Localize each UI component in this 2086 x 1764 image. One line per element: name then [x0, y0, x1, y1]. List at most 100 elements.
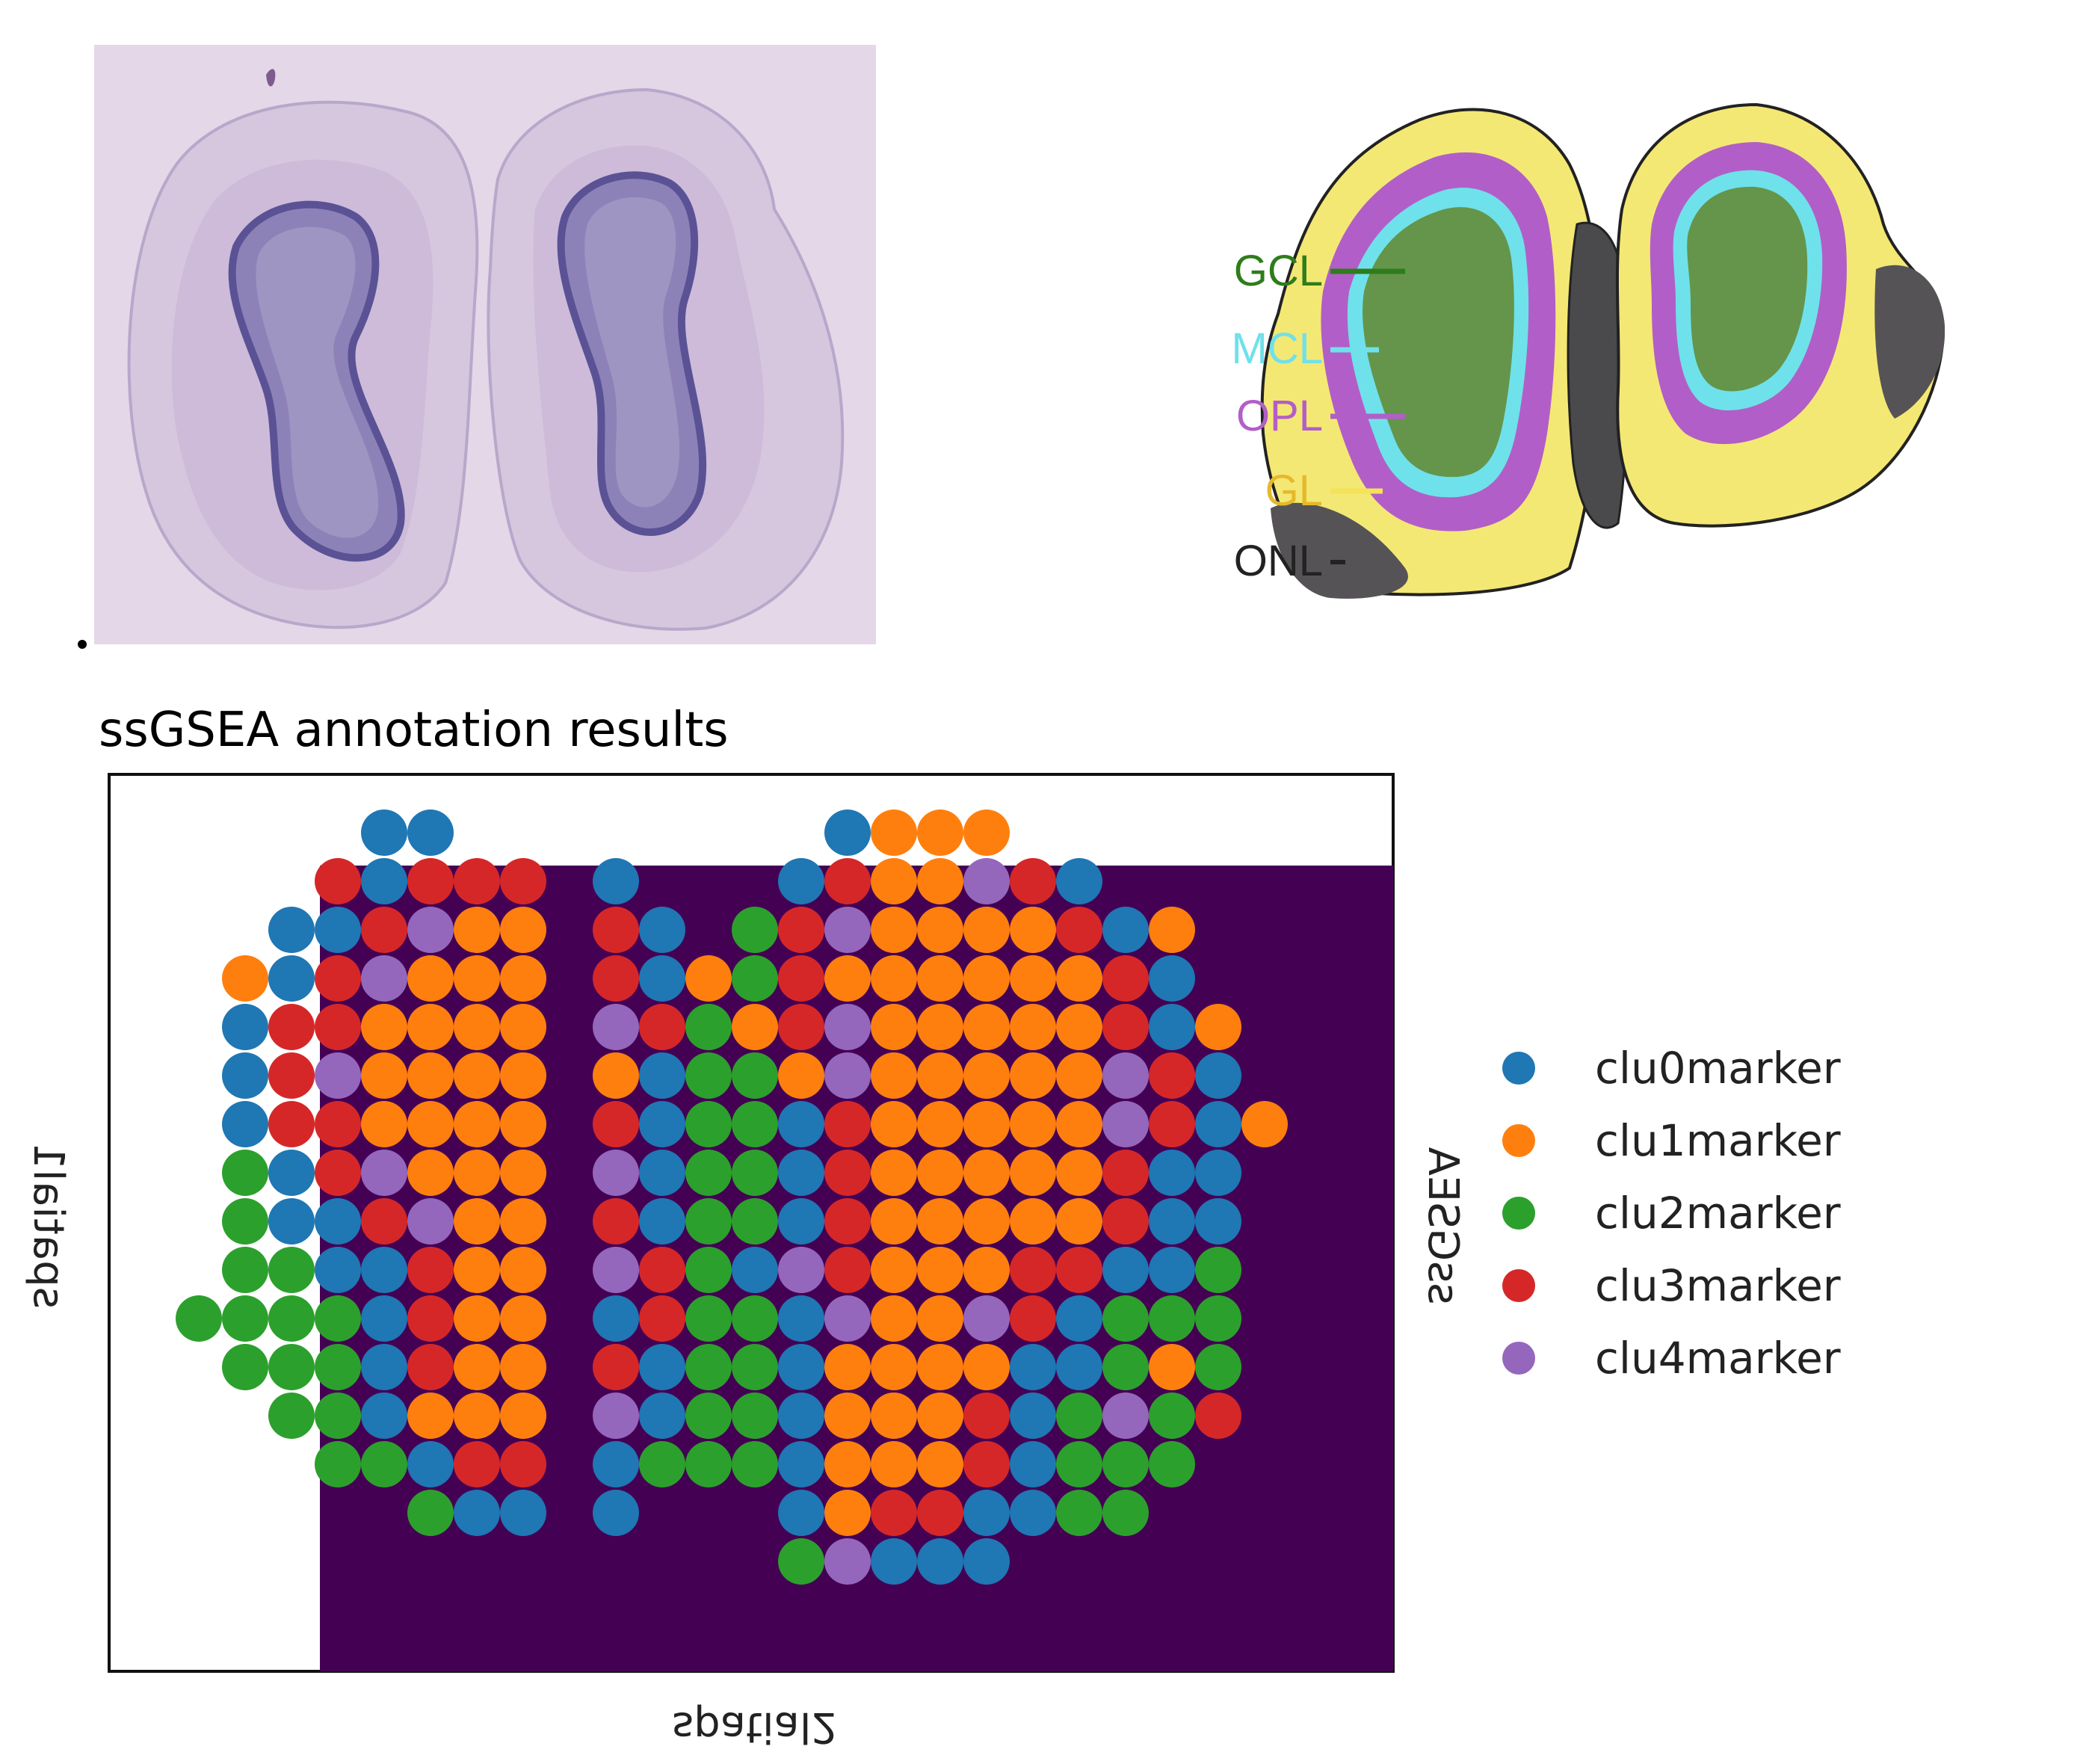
spot-clu1marker: [871, 1295, 917, 1342]
spot-clu1marker: [917, 1441, 963, 1487]
spot-clu2marker: [732, 1441, 778, 1487]
legend-label-clu0: clu0marker: [1595, 1042, 1841, 1094]
spot-clu2marker: [222, 1344, 268, 1390]
spot-clu1marker: [454, 1295, 500, 1342]
spot-clu1marker: [361, 1004, 407, 1050]
spot-clu1marker: [500, 1247, 546, 1293]
spot-clu1marker: [824, 1344, 871, 1390]
spot-clu1marker: [871, 1393, 917, 1439]
layer-label-gl: GL: [1265, 466, 1323, 515]
spot-clu0marker: [1056, 1295, 1102, 1342]
spot-clu1marker: [963, 955, 1010, 1002]
spot-clu1marker: [917, 1101, 963, 1147]
spot-clu1marker: [871, 1441, 917, 1487]
spot-clu1marker: [1241, 1101, 1288, 1147]
spot-clu4marker: [778, 1247, 824, 1293]
spot-clu0marker: [500, 1490, 546, 1536]
spot-clu2marker: [639, 1441, 685, 1487]
spot-clu3marker: [1102, 1150, 1149, 1196]
spot-clu2marker: [407, 1490, 454, 1536]
spot-clu2marker: [732, 1150, 778, 1196]
spot-clu1marker: [407, 955, 454, 1002]
spot-clu0marker: [778, 1393, 824, 1439]
spot-clu2marker: [1056, 1393, 1102, 1439]
spot-clu2marker: [732, 1295, 778, 1342]
spot-clu0marker: [1149, 1198, 1195, 1245]
spot-clu3marker: [824, 1198, 871, 1245]
spot-clu2marker: [1195, 1247, 1241, 1293]
spot-clu0marker: [407, 809, 454, 856]
spot-clu0marker: [407, 1441, 454, 1487]
spot-clu3marker: [778, 907, 824, 953]
spot-clu1marker: [871, 1344, 917, 1390]
spot-clu0marker: [361, 1344, 407, 1390]
spot-clu4marker: [1102, 1393, 1149, 1439]
spot-clu3marker: [268, 1052, 315, 1099]
spot-clu0marker: [268, 907, 315, 953]
spot-clu1marker: [407, 1150, 454, 1196]
spot-clu4marker: [361, 1150, 407, 1196]
spot-clu4marker: [1102, 1101, 1149, 1147]
spot-clu3marker: [593, 1101, 639, 1147]
right-lobe-gcl: [1687, 186, 1808, 392]
spot-clu0marker: [778, 858, 824, 904]
spot-clu1marker: [917, 955, 963, 1002]
spot-clu1marker: [963, 1247, 1010, 1293]
spot-clu1marker: [917, 1150, 963, 1196]
layer-label-mcl: MCL: [1232, 324, 1323, 373]
spot-clu0marker: [1056, 1344, 1102, 1390]
spot-clu3marker: [1010, 1295, 1056, 1342]
spot-clu0marker: [361, 1295, 407, 1342]
spot-clu3marker: [1102, 1004, 1149, 1050]
spot-clu0marker: [963, 1538, 1010, 1585]
spot-clu1marker: [871, 1004, 917, 1050]
spot-clu1marker: [500, 1004, 546, 1050]
spot-clu1marker: [871, 907, 917, 953]
spot-clu1marker: [1010, 1150, 1056, 1196]
spot-clu1marker: [871, 1150, 917, 1196]
spot-clu1marker: [1010, 1101, 1056, 1147]
spot-clu4marker: [824, 1052, 871, 1099]
spot-clu2marker: [222, 1295, 268, 1342]
spot-clu3marker: [778, 1004, 824, 1050]
spot-clu3marker: [407, 1295, 454, 1342]
spot-clu1marker: [1056, 1004, 1102, 1050]
spot-clu1marker: [917, 858, 963, 904]
spot-clu1marker: [917, 1052, 963, 1099]
spot-clu1marker: [871, 809, 917, 856]
spot-clu4marker: [824, 1538, 871, 1585]
spot-clu4marker: [824, 1004, 871, 1050]
spot-clu3marker: [1010, 858, 1056, 904]
spot-clu2marker: [685, 1004, 732, 1050]
spot-clu2marker: [315, 1295, 361, 1342]
spot-clu2marker: [268, 1295, 315, 1342]
spot-clu2marker: [222, 1247, 268, 1293]
legend-marker-clu1: [1502, 1123, 1535, 1157]
spot-clu2marker: [685, 1150, 732, 1196]
spot-clu3marker: [639, 1004, 685, 1050]
spot-clu0marker: [871, 1538, 917, 1585]
spot-clu1marker: [917, 1247, 963, 1293]
spot-clu4marker: [824, 1295, 871, 1342]
spot-clu2marker: [732, 907, 778, 953]
spot-clu1marker: [1010, 1198, 1056, 1245]
spot-clu0marker: [1149, 1150, 1195, 1196]
legend-item: clu0marker: [1502, 1031, 1841, 1104]
spot-clu1marker: [361, 1052, 407, 1099]
spot-clu3marker: [315, 858, 361, 904]
y-axis-label: spatial1: [24, 1142, 72, 1310]
spot-clu0marker: [361, 1393, 407, 1439]
spot-clu1marker: [1149, 1344, 1195, 1390]
spot-clu0marker: [268, 955, 315, 1002]
legend-item: clu2marker: [1502, 1176, 1841, 1249]
spot-clu0marker: [778, 1441, 824, 1487]
spot-clu1marker: [454, 1004, 500, 1050]
spot-clu1marker: [871, 1052, 917, 1099]
spot-clu2marker: [732, 1344, 778, 1390]
spot-clu1marker: [500, 1052, 546, 1099]
spot-clu0marker: [639, 1393, 685, 1439]
legend-item: clu3marker: [1502, 1249, 1841, 1322]
spot-clu4marker: [407, 907, 454, 953]
spot-clu1marker: [1056, 1150, 1102, 1196]
spot-clu2marker: [1149, 1295, 1195, 1342]
